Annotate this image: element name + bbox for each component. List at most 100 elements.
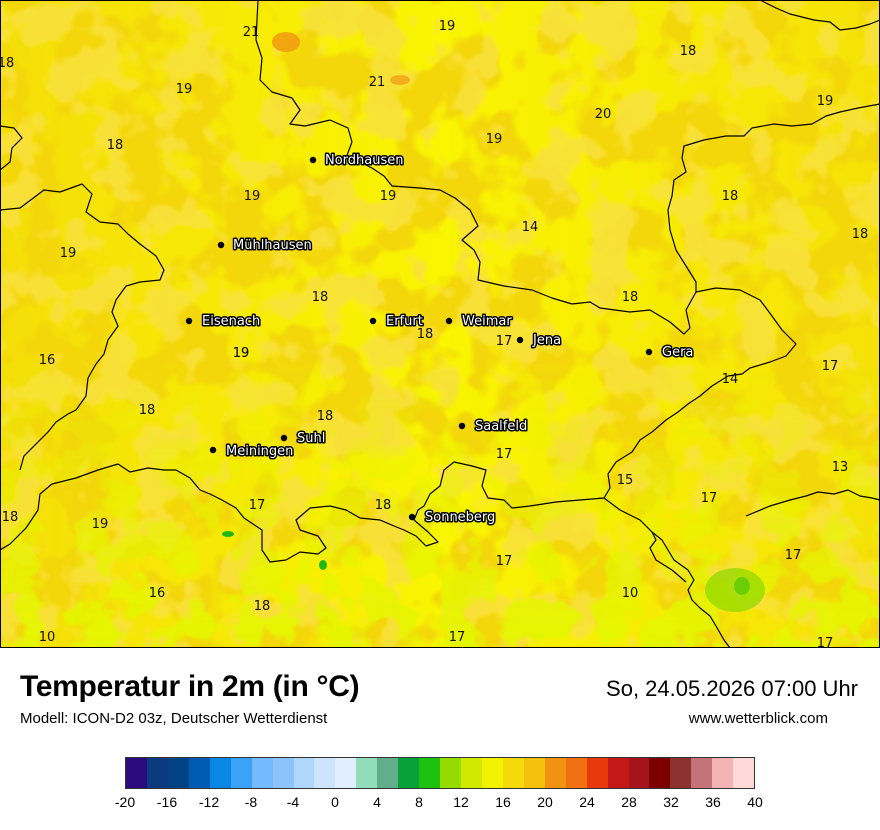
state-borders <box>0 0 880 648</box>
city-eisenach[interactable]: Eisenach <box>185 313 262 331</box>
city-marker <box>458 422 466 430</box>
temperature-value: 14 <box>722 372 739 387</box>
city-marker <box>408 513 416 521</box>
temperature-value: 19 <box>817 94 834 109</box>
temperature-value: 18 <box>139 403 156 418</box>
city-saalfeld[interactable]: Saalfeld <box>458 418 529 436</box>
website-link[interactable]: www.wetterblick.com <box>688 710 828 727</box>
legend-swatch <box>146 758 168 788</box>
legend-swatch <box>607 758 629 788</box>
legend-tick-label: -20 <box>114 794 136 810</box>
temperature-value: 19 <box>92 517 109 532</box>
city-meiningen[interactable]: Meiningen <box>209 443 295 461</box>
city-label: Nordhausen <box>325 153 404 168</box>
city-label: Jena <box>532 333 561 348</box>
temperature-value: 18 <box>2 510 19 525</box>
legend-tick-label: 40 <box>747 794 763 810</box>
city-gera[interactable]: Gera <box>645 344 695 362</box>
temperature-value: 18 <box>852 227 869 242</box>
temperature-value: 19 <box>380 189 397 204</box>
city-weimar[interactable]: Weimar <box>445 313 514 331</box>
temperature-value: 17 <box>496 554 513 569</box>
city-label: Sonneberg <box>425 510 495 525</box>
temperature-value: 18 <box>0 56 14 71</box>
city-label: Saalfeld <box>475 419 527 434</box>
legend-swatch <box>628 758 650 788</box>
legend-tick-label: 24 <box>579 794 595 810</box>
legend-swatch <box>502 758 524 788</box>
temperature-value: 17 <box>449 630 466 645</box>
temperature-value: 14 <box>522 220 539 235</box>
legend-swatch <box>649 758 671 788</box>
legend-swatch <box>565 758 587 788</box>
legend-swatch <box>481 758 503 788</box>
city-label: Gera <box>662 345 693 360</box>
legend-swatch <box>377 758 399 788</box>
legend-tick-label: -12 <box>198 794 220 810</box>
city-label: Suhl <box>297 431 325 446</box>
legend-tick-label: 36 <box>705 794 721 810</box>
temperature-map: 21 19 18 19 21 18 19 20 19 18 19 18 19 1… <box>0 0 880 648</box>
temperature-value: 21 <box>243 25 260 40</box>
city-label: Eisenach <box>202 314 260 329</box>
temperature-value: 17 <box>817 636 834 648</box>
forecast-datetime: So, 24.05.2026 07:00 Uhr <box>606 676 858 701</box>
temperature-value: 16 <box>39 353 56 368</box>
legend-swatch <box>691 758 713 788</box>
temperature-value: 19 <box>233 346 250 361</box>
legend-tick-label: 0 <box>331 794 339 810</box>
city-marker <box>185 317 193 325</box>
temperature-value: 18 <box>622 290 639 305</box>
legend-swatch <box>733 758 755 788</box>
legend-tick-label: 16 <box>495 794 511 810</box>
city-sonneberg[interactable]: Sonneberg <box>408 509 497 527</box>
legend-swatch <box>419 758 441 788</box>
temperature-value: 15 <box>617 473 634 488</box>
temperature-value: 19 <box>176 82 193 97</box>
temperature-value: 18 <box>317 409 334 424</box>
city-erfurt[interactable]: Erfurt <box>369 313 424 331</box>
city-muehlhausen[interactable]: Mühlhausen <box>217 237 313 255</box>
legend-swatch <box>251 758 273 788</box>
legend-tick-label: 4 <box>373 794 381 810</box>
legend-swatch <box>272 758 294 788</box>
legend-swatch <box>712 758 734 788</box>
legend-tick-label: -4 <box>286 794 300 810</box>
legend-tick-label: -16 <box>156 794 178 810</box>
color-legend <box>125 757 755 789</box>
legend-swatch <box>126 758 147 788</box>
temperature-value: 10 <box>39 630 56 645</box>
map-svg: 21 19 18 19 21 18 19 20 19 18 19 18 19 1… <box>0 0 880 648</box>
temperature-value: 18 <box>107 138 124 153</box>
city-marker <box>309 156 317 164</box>
temperature-value: 18 <box>375 498 392 513</box>
legend-swatch <box>167 758 189 788</box>
city-label: Meiningen <box>226 444 293 459</box>
legend-swatch <box>398 758 420 788</box>
map-title: Temperatur in 2m (in °C) <box>20 670 360 703</box>
temperature-labels: 21 19 18 19 21 18 19 20 19 18 19 18 19 1… <box>0 19 868 648</box>
legend-tick-label: -8 <box>244 794 258 810</box>
city-label: Erfurt <box>386 314 423 329</box>
temperature-value: 18 <box>312 290 329 305</box>
city-jena[interactable]: Jena <box>516 332 563 350</box>
city-marker <box>516 336 524 344</box>
legend-swatch <box>670 758 692 788</box>
city-marker <box>280 434 288 442</box>
city-nordhausen[interactable]: Nordhausen <box>309 152 405 170</box>
temperature-value: 17 <box>785 548 802 563</box>
legend-tick-label: 20 <box>537 794 553 810</box>
legend-swatch <box>230 758 252 788</box>
legend-tick-label: 32 <box>663 794 679 810</box>
temperature-value: 19 <box>244 189 261 204</box>
green-spot <box>319 560 327 570</box>
legend-swatch <box>188 758 210 788</box>
city-suhl[interactable]: Suhl <box>280 430 327 448</box>
legend-swatch <box>461 758 482 788</box>
temperature-value: 19 <box>439 19 456 34</box>
city-label: Weimar <box>462 314 512 329</box>
temperature-value: 17 <box>249 498 266 513</box>
green-spot <box>222 531 234 537</box>
temperature-value: 19 <box>60 246 77 261</box>
city-marker <box>369 317 377 325</box>
